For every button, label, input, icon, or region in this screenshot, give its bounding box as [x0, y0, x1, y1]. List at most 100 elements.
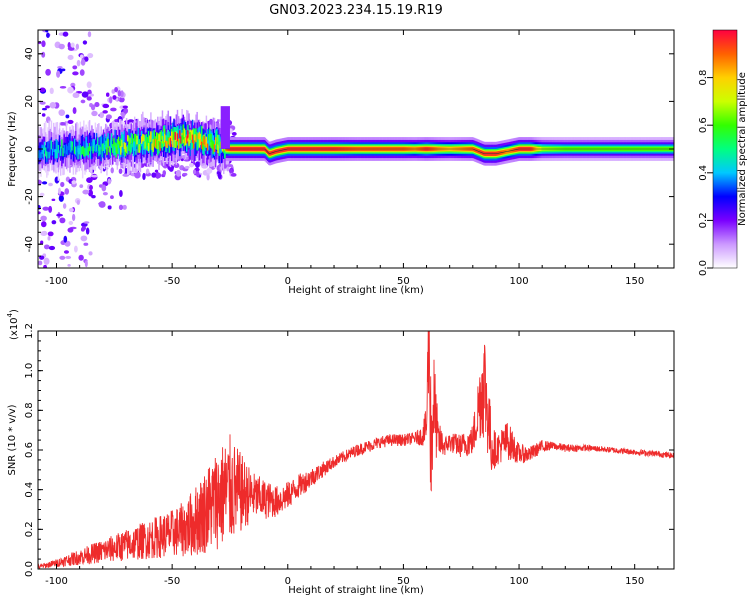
spectrogram-noise: [72, 92, 80, 99]
snr-xtick-label: -100: [45, 576, 68, 587]
spectrogram-cell: [155, 132, 158, 139]
spectrogram-noise: [61, 68, 66, 72]
spectrogram-cell: [127, 135, 129, 142]
spectrogram-noise: [85, 227, 90, 235]
spectrogram-cell: [87, 134, 90, 150]
spectrogram-cell: [128, 135, 130, 147]
spectrogram-xtick-label: 0: [285, 276, 291, 287]
spectrogram-noise: [41, 181, 48, 185]
spectrogram-cell: [102, 144, 105, 159]
spectrogram-cell: [86, 148, 89, 156]
spectrogram-noise: [49, 102, 57, 109]
spectrogram-cell: [167, 129, 169, 142]
snr-xtick-label: 100: [510, 576, 529, 587]
spectrogram-cell: [214, 137, 217, 146]
spectrogram-cell: [202, 136, 204, 150]
spectrogram-cell: [177, 125, 180, 142]
spectrogram-noise: [67, 119, 74, 124]
snr-ytick-label: 1.2: [24, 323, 35, 339]
spectrogram-noise: [82, 189, 90, 195]
spectrogram-cell: [115, 145, 117, 153]
spectrogram-cell: [91, 142, 93, 152]
spectrogram-cell: [199, 138, 202, 146]
spectrogram-cell: [224, 145, 226, 159]
spectrogram-noise: [118, 168, 123, 174]
spectrogram-cell: [93, 139, 95, 149]
spectrogram-noise: [62, 203, 67, 209]
spectrogram-cell: [150, 135, 152, 156]
spectrogram-cell: [43, 141, 46, 151]
spectrogram-noise: [68, 207, 74, 213]
spectrogram-cell: [58, 150, 61, 158]
spectrogram-cell: [165, 140, 167, 148]
spectrogram-cell: [48, 151, 50, 159]
spectrogram-cell: [160, 141, 163, 149]
spectrogram-cell: [72, 138, 75, 152]
spectrogram-cell: [140, 133, 143, 163]
spectrogram-noise: [195, 170, 200, 178]
spectrogram-cell: [54, 149, 56, 159]
spectrogram-noise: [110, 167, 114, 174]
spectrogram-cell: [99, 146, 101, 155]
spectrogram-noise: [79, 54, 84, 59]
spectrogram-noise: [86, 177, 93, 184]
snr-xtick-label: 150: [625, 576, 644, 587]
spectrogram-noise: [40, 240, 44, 245]
snr-ytick-label: 0.8: [24, 402, 35, 418]
snr-xtick-label: 0: [285, 576, 291, 587]
spectrogram-cell: [179, 130, 181, 139]
spectrogram-cell: [169, 125, 172, 143]
spectrogram-noise: [63, 235, 68, 243]
spectrogram-noise: [226, 163, 234, 168]
spectrogram-cell: [88, 142, 91, 152]
spectrogram-noise: [38, 211, 41, 215]
spectrogram-noise: [67, 86, 74, 94]
snr-ytick-label: 0.0: [24, 561, 35, 577]
spectrogram-cell: [132, 143, 135, 150]
spectrogram-noise: [230, 172, 237, 177]
spectrogram-noise: [112, 95, 117, 100]
spectrogram-cell: [196, 140, 198, 151]
spectrogram-cell: [217, 134, 219, 147]
spectrogram-noise: [49, 87, 54, 95]
spectrogram-cell: [154, 138, 157, 148]
spectrogram-cell: [77, 147, 79, 160]
spectrogram-cell: [58, 140, 61, 152]
spectrogram-cell: [65, 144, 68, 153]
spectrogram-cell: [118, 141, 121, 149]
spectrogram-noise: [41, 40, 46, 48]
spectrogram-noise: [76, 59, 81, 67]
spectrogram-noise: [91, 194, 96, 199]
spectrogram-cell: [85, 146, 87, 156]
spectrogram-cell: [194, 134, 196, 141]
spectrogram-cell: [95, 137, 98, 147]
spectrogram-cell: [158, 134, 160, 141]
spectrogram-noise: [43, 264, 47, 268]
spectrogram-cell: [63, 145, 65, 154]
spectrogram-cell: [83, 147, 85, 157]
spectrogram-cell: [123, 142, 126, 149]
snr-xtick-label: -50: [164, 576, 180, 587]
spectrogram-noise: [40, 221, 47, 228]
spectrogram-noise: [78, 254, 84, 261]
spectrogram-noise: [41, 107, 47, 111]
spectrogram-cell: [46, 151, 48, 159]
spectrogram-noise: [87, 52, 94, 59]
spectrogram-noise: [184, 165, 190, 169]
spectrogram-noise: [111, 89, 116, 94]
spectrogram-cell: [137, 134, 139, 148]
spectrogram-noise: [109, 96, 113, 104]
spectrogram-cell: [38, 150, 40, 159]
spectrogram-cell: [143, 137, 145, 150]
spectrogram-cell: [201, 141, 203, 150]
spectrogram-cell: [66, 146, 69, 156]
spectrogram-noise: [117, 89, 122, 97]
spectrogram-cell: [66, 136, 69, 150]
spectrogram-noise: [62, 31, 69, 37]
spectrogram-noise: [73, 245, 78, 253]
spectrogram-noise: [51, 220, 57, 225]
spectrogram-cell: [142, 133, 144, 142]
spectrogram-cell: [159, 142, 161, 151]
spectrogram-cell: [51, 148, 54, 156]
spectrogram-cell: [155, 137, 158, 149]
